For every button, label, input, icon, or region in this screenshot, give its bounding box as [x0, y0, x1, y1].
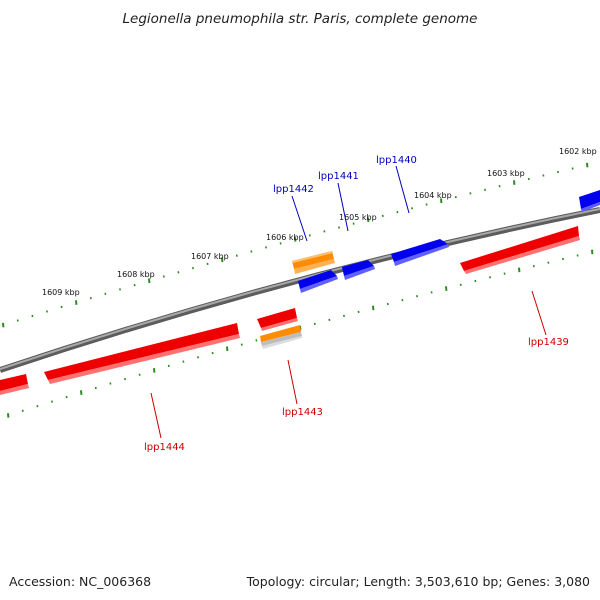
kbp-label-1608: 1608 kbp — [117, 270, 155, 279]
forward-strand-features — [292, 190, 600, 293]
kbp-label-1602: 1602 kbp — [559, 147, 597, 156]
feature-orange-forward[interactable] — [292, 251, 335, 274]
gene-label-lpp1439[interactable]: lpp1439 — [528, 337, 569, 348]
topology-text: Topology: circular; Length: 3,503,610 bp… — [246, 574, 590, 589]
kbp-label-1609: 1609 kbp — [42, 288, 80, 297]
leader-lpp1444 — [150, 392, 162, 439]
accession-text: Accession: NC_006368 — [9, 574, 151, 589]
kbp-label-1606: 1606 kbp — [266, 233, 304, 242]
kbp-labels: 1602 kbp 1603 kbp 1604 kbp 1605 kbp 1606… — [42, 147, 597, 297]
gene-arrow-lpp1442[interactable] — [298, 270, 338, 293]
gene-arrow-lpp1440[interactable] — [391, 239, 449, 266]
gene-arrow-lpp1441[interactable] — [342, 260, 375, 280]
gene-arrow-forward-edge[interactable] — [579, 190, 600, 212]
gene-leader-lines — [150, 165, 547, 439]
gene-arrow-lpp1439[interactable] — [460, 226, 580, 274]
gene-label-lpp1440[interactable]: lpp1440 — [376, 155, 417, 166]
outer-tick-ring — [2, 162, 589, 328]
leader-lpp1440 — [395, 165, 410, 214]
leader-lpp1443 — [287, 359, 298, 405]
gene-labels: lpp1440 lpp1441 lpp1442 lpp1439 lpp1443 … — [144, 155, 569, 453]
leader-lpp1441 — [337, 182, 349, 232]
gene-arrow-lpp1444[interactable] — [44, 323, 240, 384]
gene-label-lpp1444[interactable]: lpp1444 — [144, 442, 185, 453]
leader-lpp1442 — [291, 195, 308, 242]
kbp-label-1604: 1604 kbp — [414, 191, 452, 200]
kbp-label-1607: 1607 kbp — [191, 252, 229, 261]
leader-lpp1439 — [531, 290, 547, 336]
gene-label-lpp1443[interactable]: lpp1443 — [282, 407, 323, 418]
gene-arrow-reverse-edge[interactable] — [0, 374, 29, 395]
gene-label-lpp1442[interactable]: lpp1442 — [273, 184, 314, 195]
kbp-label-1605: 1605 kbp — [339, 213, 377, 222]
feature-orange-reverse[interactable] — [260, 325, 302, 349]
kbp-label-1603: 1603 kbp — [487, 169, 525, 178]
map-title: Legionella pneumophila str. Paris, compl… — [123, 11, 478, 27]
gene-label-lpp1441[interactable]: lpp1441 — [318, 171, 359, 182]
reverse-strand-features — [0, 226, 580, 395]
genome-backbone-highlight — [0, 208, 600, 370]
gene-arrow-lpp1443[interactable] — [257, 308, 298, 331]
